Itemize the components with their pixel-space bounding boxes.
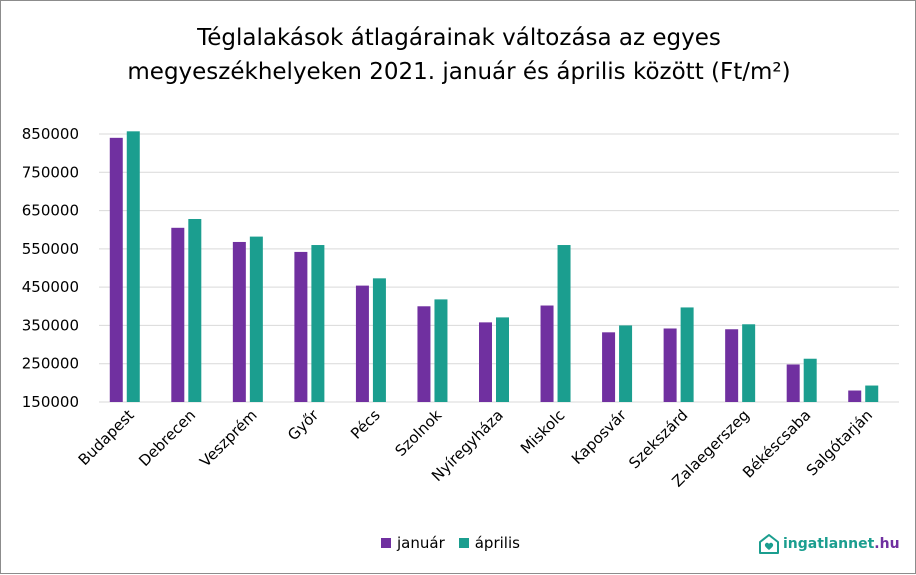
bar-aprilis <box>742 324 756 402</box>
chart-title: Téglalakások átlagárainak változása az e… <box>1 21 916 89</box>
house-heart-icon <box>759 534 779 554</box>
x-category-label: Győr <box>284 406 323 445</box>
bar-aprilis <box>249 236 263 402</box>
x-category-label: Debrecen <box>135 406 199 470</box>
bar-januar <box>848 390 862 402</box>
bar-januar <box>786 364 800 402</box>
x-category-label: Veszprém <box>196 406 261 471</box>
bar-aprilis <box>865 385 879 402</box>
y-tick-label: 650000 <box>22 202 79 220</box>
bar-aprilis <box>311 245 325 402</box>
bar-aprilis <box>680 307 694 402</box>
y-tick-label: 150000 <box>22 393 79 411</box>
bar-januar <box>109 137 123 403</box>
x-category-label: Salgótarján <box>803 406 876 479</box>
y-tick-label: 350000 <box>22 316 79 334</box>
y-tick-label: 750000 <box>22 163 79 181</box>
logo-text: ingatlannet.hu <box>783 536 900 552</box>
legend: január április <box>381 534 534 552</box>
bar-januar <box>294 251 308 402</box>
bar-aprilis <box>188 218 202 402</box>
bar-januar <box>417 306 431 402</box>
bar-januar <box>355 285 369 402</box>
bar-aprilis <box>496 317 509 402</box>
x-category-label: Kaposvár <box>568 406 630 468</box>
bar-januar <box>663 328 677 402</box>
legend-item-aprilis: április <box>458 534 520 552</box>
x-category-label: Pécs <box>347 406 384 443</box>
bar-aprilis <box>126 131 140 402</box>
x-category-label: Szekszárd <box>625 406 691 472</box>
legend-label-januar: január <box>397 534 445 552</box>
chart-title-line-2: megyeszékhelyeken 2021. január és áprili… <box>127 59 791 85</box>
bar-januar <box>479 322 492 402</box>
bar-januar <box>602 332 616 402</box>
legend-item-januar: január <box>381 534 445 552</box>
legend-swatch-aprilis <box>458 538 469 548</box>
bar-januar <box>725 329 739 402</box>
y-tick-label: 550000 <box>22 240 79 258</box>
y-tick-label: 450000 <box>22 278 79 296</box>
bar-aprilis <box>619 325 633 402</box>
y-tick-label: 250000 <box>22 355 79 373</box>
bar-aprilis <box>434 299 448 402</box>
x-category-label: Szolnok <box>391 406 445 460</box>
legend-swatch-januar <box>381 538 391 548</box>
bar-aprilis <box>557 245 571 402</box>
ingatlannet-logo: ingatlannet.hu <box>758 533 900 555</box>
bar-aprilis <box>372 278 386 402</box>
x-category-label: Budapest <box>75 406 138 469</box>
legend-label-aprilis: április <box>474 534 520 552</box>
bar-januar <box>171 227 185 402</box>
bar-januar <box>232 241 246 402</box>
bar-aprilis <box>803 358 817 402</box>
chart-title-line-1: Téglalakások átlagárainak változása az e… <box>197 25 721 51</box>
x-category-label: Miskolc <box>517 406 568 457</box>
y-tick-label: 850000 <box>22 125 79 143</box>
bar-januar <box>540 305 554 402</box>
